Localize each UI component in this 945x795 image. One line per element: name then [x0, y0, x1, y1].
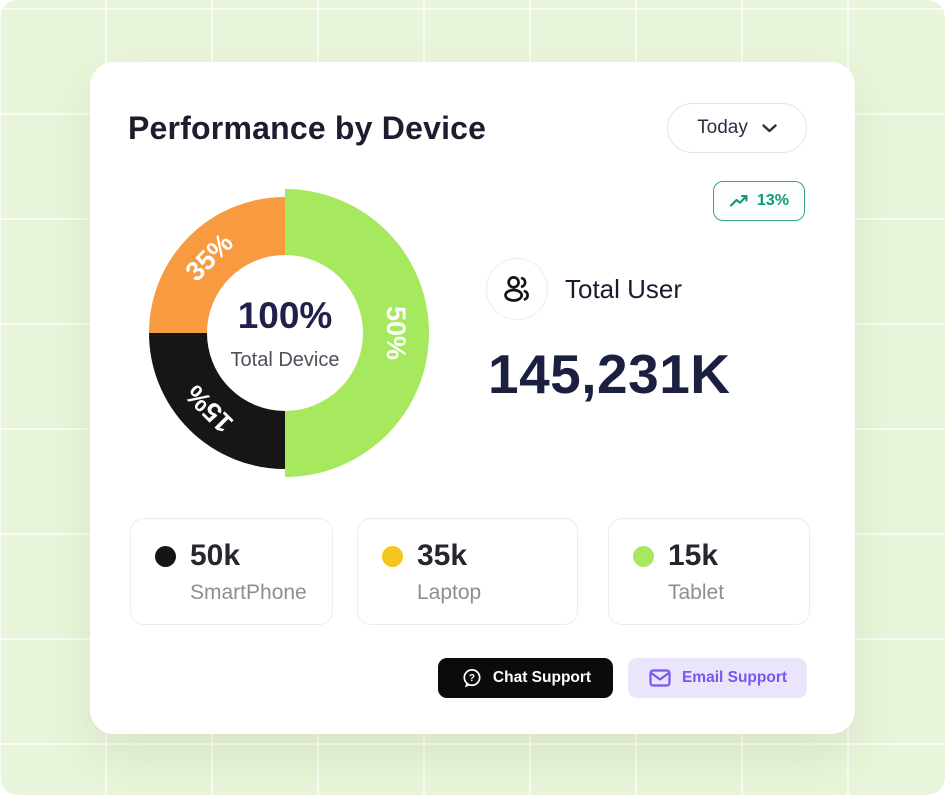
performance-card: Performance by Device Today 13% 35% 50% … [90, 62, 855, 734]
chat-question-icon: ? [463, 668, 481, 687]
smartphone-label: SmartPhone [190, 581, 307, 604]
svg-text:?: ? [469, 672, 475, 683]
laptop-dot [382, 545, 403, 567]
laptop-label: Laptop [417, 581, 482, 604]
donut-center-label: Total Device [231, 349, 340, 371]
stat-card-laptop: 35k Laptop [357, 518, 578, 625]
donut-center-value: 100% [238, 295, 333, 336]
trend-badge: 13% [713, 181, 805, 221]
users-icon-circle [486, 258, 548, 320]
chat-support-label: Chat Support [492, 669, 592, 686]
period-dropdown-label: Today [697, 117, 748, 138]
donut-label-50: 50% [381, 306, 411, 360]
total-user-section: Total User [486, 258, 682, 320]
total-user-value: 145,231K [488, 343, 731, 405]
tablet-dot [633, 545, 654, 567]
smartphone-dot [155, 545, 176, 567]
donut-slice-15 [149, 332, 286, 469]
email-support-button[interactable]: Email Support [628, 658, 807, 698]
device-donut-chart: 35% 50% 15% 100% Total Device [149, 189, 429, 477]
donut-slice-50 [284, 189, 429, 477]
smartphone-value: 50k [190, 539, 241, 572]
email-icon [649, 669, 671, 687]
chat-support-button[interactable]: ? Chat Support [438, 658, 613, 698]
page-title: Performance by Device [128, 110, 487, 146]
chevron-down-icon [762, 123, 777, 132]
tablet-value: 15k [668, 539, 719, 572]
total-user-label: Total User [565, 273, 683, 304]
donut-slice-35 [149, 197, 286, 334]
users-icon [504, 276, 529, 302]
stat-card-smartphone: 50k SmartPhone [130, 518, 333, 625]
trend-up-icon [729, 194, 748, 207]
laptop-value: 35k [417, 539, 468, 572]
trend-badge-value: 13% [756, 192, 790, 209]
stat-card-tablet: 15k Tablet [608, 518, 810, 625]
email-support-label: Email Support [681, 669, 788, 686]
period-dropdown[interactable]: Today [667, 103, 807, 153]
tablet-label: Tablet [668, 581, 725, 604]
